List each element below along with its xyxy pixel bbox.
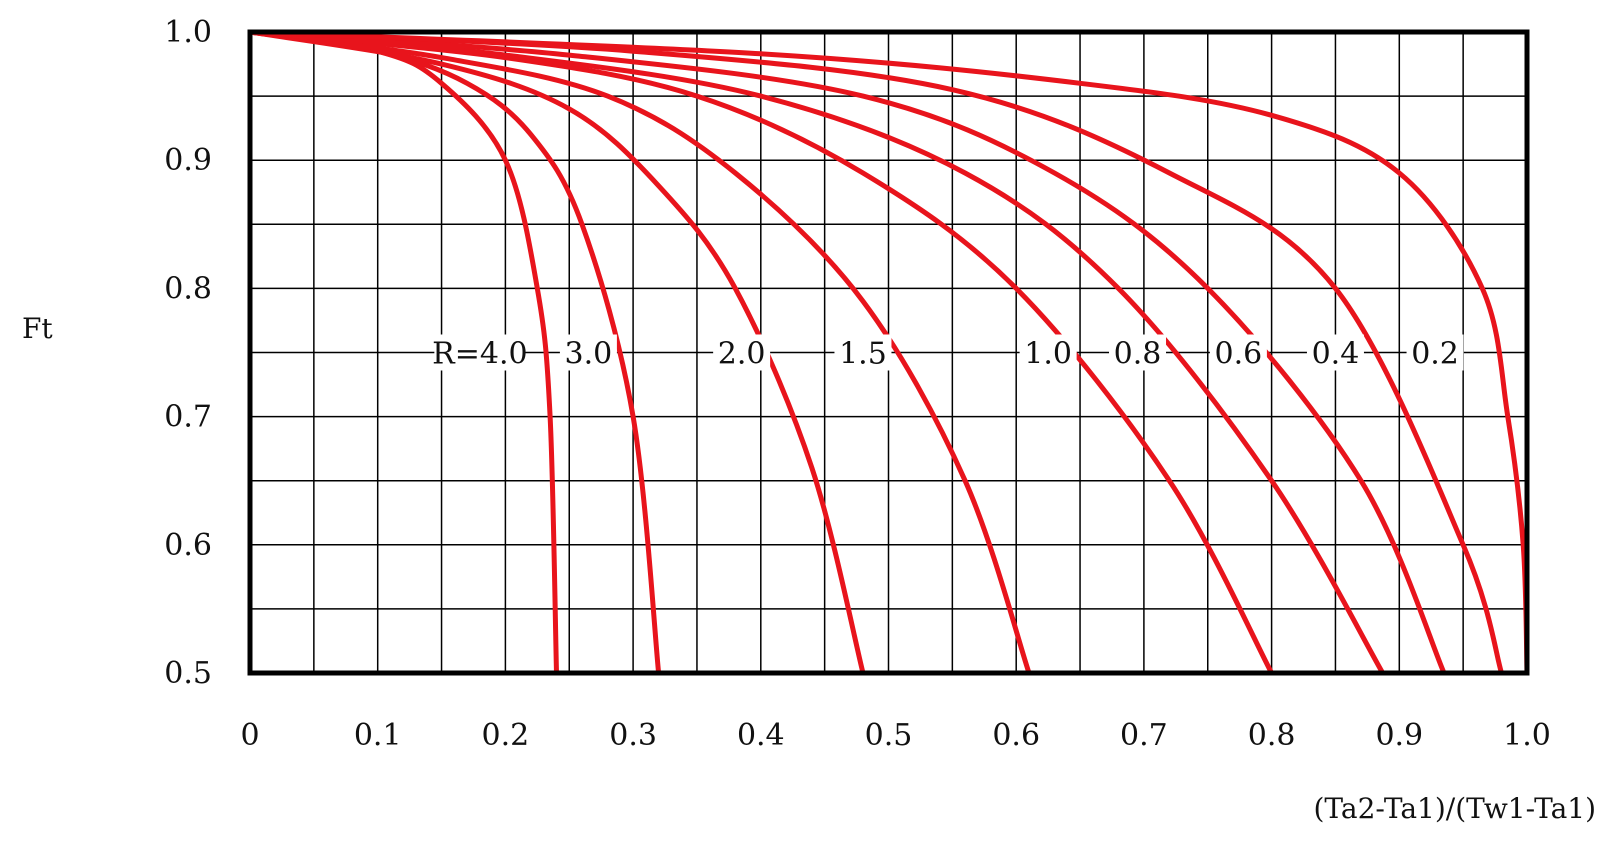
x-tick-label: 0.4 xyxy=(737,718,785,753)
curve-label-background xyxy=(1306,334,1364,371)
series-line xyxy=(247,29,866,676)
x-tick-label: 0 xyxy=(240,718,259,753)
x-axis-label: (Ta2-Ta1)/(Tw1-Ta1) xyxy=(1313,792,1596,825)
curve-label: 3.0 xyxy=(565,337,613,372)
curve-label-background xyxy=(713,334,771,371)
tick-labels: 0 0.1 0.2 0.3 0.4 0.5 0.6 0.7 0.8 0.9 1.0 1.0 0.9 0.8… xyxy=(164,15,1551,753)
x-tick-label: 0.7 xyxy=(1120,718,1168,753)
y-tick-label: 0.6 xyxy=(164,528,212,563)
x-tick-label: 0.3 xyxy=(609,718,657,753)
plot-frame xyxy=(247,29,1530,676)
y-tick-label: 0.5 xyxy=(164,656,212,691)
curve-label: 0.4 xyxy=(1312,337,1360,372)
x-tick-label: 0.2 xyxy=(482,718,530,753)
curve-label: R=4.0 xyxy=(432,337,527,372)
y-tick-label: 0.9 xyxy=(164,143,212,178)
x-tick-label: 0.6 xyxy=(992,718,1040,753)
curve-label: 0.8 xyxy=(1114,337,1162,372)
series-line xyxy=(247,29,1530,676)
curve-label-background xyxy=(1109,334,1167,371)
y-axis-label: Ft xyxy=(22,312,53,345)
curves xyxy=(247,29,1530,676)
y-tick-label: 0.7 xyxy=(164,400,212,435)
y-tick-label: 1.0 xyxy=(164,15,212,50)
series-line xyxy=(247,29,1447,676)
x-tick-label: 0.1 xyxy=(354,718,402,753)
curve-labels: R=4.0 3.0 2.0 1.5 1.0 0.8 0.6 0.4 0.2 xyxy=(432,334,1464,372)
x-tick-label: 1.0 xyxy=(1503,718,1551,753)
curve-label-background xyxy=(434,334,526,371)
curve-label-background xyxy=(1019,334,1077,371)
curve-label-background xyxy=(834,334,892,371)
series-line xyxy=(247,29,1386,676)
curve-label-background xyxy=(1406,334,1464,371)
x-tick-label: 0.5 xyxy=(865,718,913,753)
curve-label-background xyxy=(559,334,617,371)
curve-label: 1.0 xyxy=(1024,337,1072,372)
curve-label: 2.0 xyxy=(718,337,766,372)
x-tick-label: 0.9 xyxy=(1375,718,1423,753)
curve-label-background xyxy=(1209,334,1267,371)
x-tick-label: 0.8 xyxy=(1248,718,1296,753)
curve-label: 1.5 xyxy=(839,337,887,372)
series-line xyxy=(247,29,1032,676)
y-tick-label: 0.8 xyxy=(164,271,212,306)
curve-label: 0.2 xyxy=(1411,337,1459,372)
curve-label: 0.6 xyxy=(1215,337,1263,372)
